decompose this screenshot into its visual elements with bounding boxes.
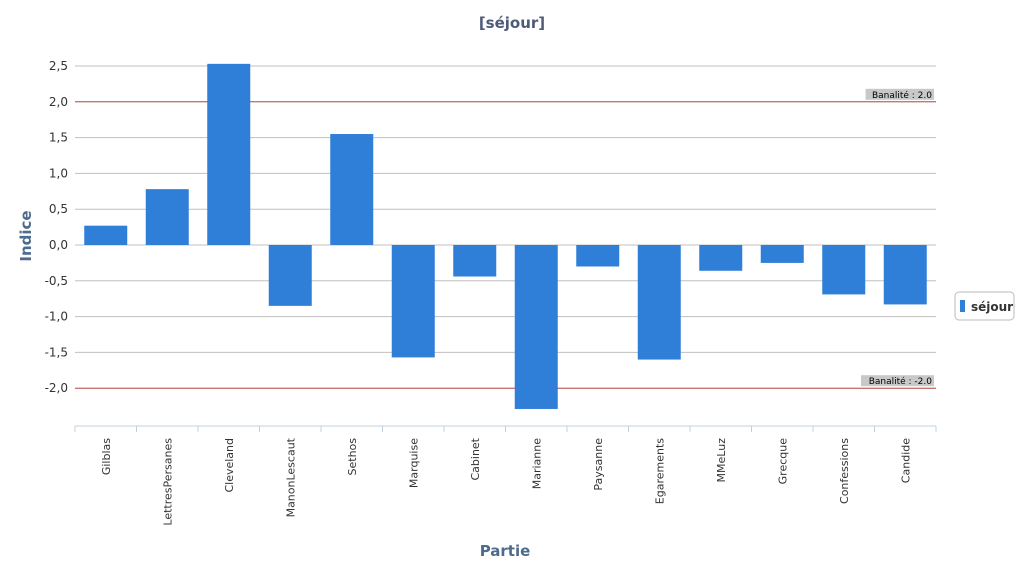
- bars: [84, 63, 927, 409]
- reference-label-bg: [861, 375, 934, 387]
- x-tick-label: Gilblas: [100, 438, 113, 475]
- bar-Sethos[interactable]: [330, 134, 374, 245]
- x-tick-label: Cabinet: [469, 437, 482, 480]
- bar-Marquise[interactable]: [391, 245, 435, 358]
- reference-label-bg: [865, 88, 934, 100]
- reference-line-label: Banalité : 2.0: [872, 90, 932, 101]
- x-tick-label: MMeLuz: [715, 438, 728, 483]
- x-tick-label: LettresPersanes: [161, 438, 174, 526]
- y-tick-label: 1,0: [49, 166, 68, 180]
- chart-title: [séjour]: [479, 14, 545, 32]
- legend-box: [954, 291, 1015, 321]
- reference-line-label: Banalité : -2.0: [869, 376, 933, 387]
- legend[interactable]: séjour: [954, 291, 1015, 321]
- y-tick-label: 2,5: [49, 59, 68, 73]
- x-tick-label: Egarements: [653, 438, 666, 504]
- y-axis-title: Indice: [17, 210, 35, 261]
- bar-Candide[interactable]: [883, 245, 927, 305]
- x-tick-label: Confessions: [838, 438, 851, 504]
- x-tick-label: Grecque: [776, 438, 789, 485]
- x-axis: Gilblas LettresPersanes Cleveland ManonLesc…: [74, 425, 937, 526]
- bar-Gilblas[interactable]: [84, 225, 128, 245]
- reference-lines: Banalité : 2.0 Banalité : -2.0: [75, 88, 936, 389]
- bar-ManonLescaut[interactable]: [268, 245, 312, 306]
- x-tick-label: Candide: [899, 438, 912, 483]
- grid: [75, 65, 936, 389]
- bar-Cleveland[interactable]: [207, 63, 251, 245]
- bar-Egarements[interactable]: [637, 245, 681, 360]
- y-tick-label: -0,5: [45, 274, 68, 288]
- bar-MMeLuz[interactable]: [699, 245, 743, 271]
- legend-label[interactable]: séjour: [971, 300, 1013, 314]
- bar-LettresPersanes[interactable]: [145, 189, 189, 245]
- y-tick-label: -2,0: [45, 381, 68, 395]
- x-tick-label: Marquise: [407, 438, 420, 488]
- x-tick-label: Marianne: [530, 438, 543, 489]
- y-axis-ticks: 2,5 2,0 1,5 1,0 0,5 0,0 -0,5 -1,0 -1,5 -2,0: [45, 59, 68, 395]
- y-tick-label: -1,5: [45, 345, 68, 359]
- x-tick-label: ManonLescaut: [284, 437, 297, 517]
- bar-Cabinet[interactable]: [453, 245, 497, 277]
- legend-swatch: [960, 300, 965, 312]
- y-tick-label: -1,0: [45, 310, 68, 324]
- y-tick-label: 1,5: [49, 131, 68, 145]
- y-tick-label: 0,5: [49, 202, 68, 216]
- x-tick-label: Sethos: [346, 438, 359, 476]
- bar-Confessions[interactable]: [822, 245, 866, 295]
- bar-Grecque[interactable]: [760, 245, 804, 263]
- bar-Marianne[interactable]: [514, 245, 558, 409]
- x-tick-label: Paysanne: [592, 438, 605, 491]
- y-tick-label: 0,0: [49, 238, 68, 252]
- x-tick-label: Cleveland: [223, 438, 236, 493]
- y-tick-label: 2,0: [49, 95, 68, 109]
- bar-Paysanne[interactable]: [576, 245, 620, 267]
- x-axis-title: Partie: [480, 542, 531, 560]
